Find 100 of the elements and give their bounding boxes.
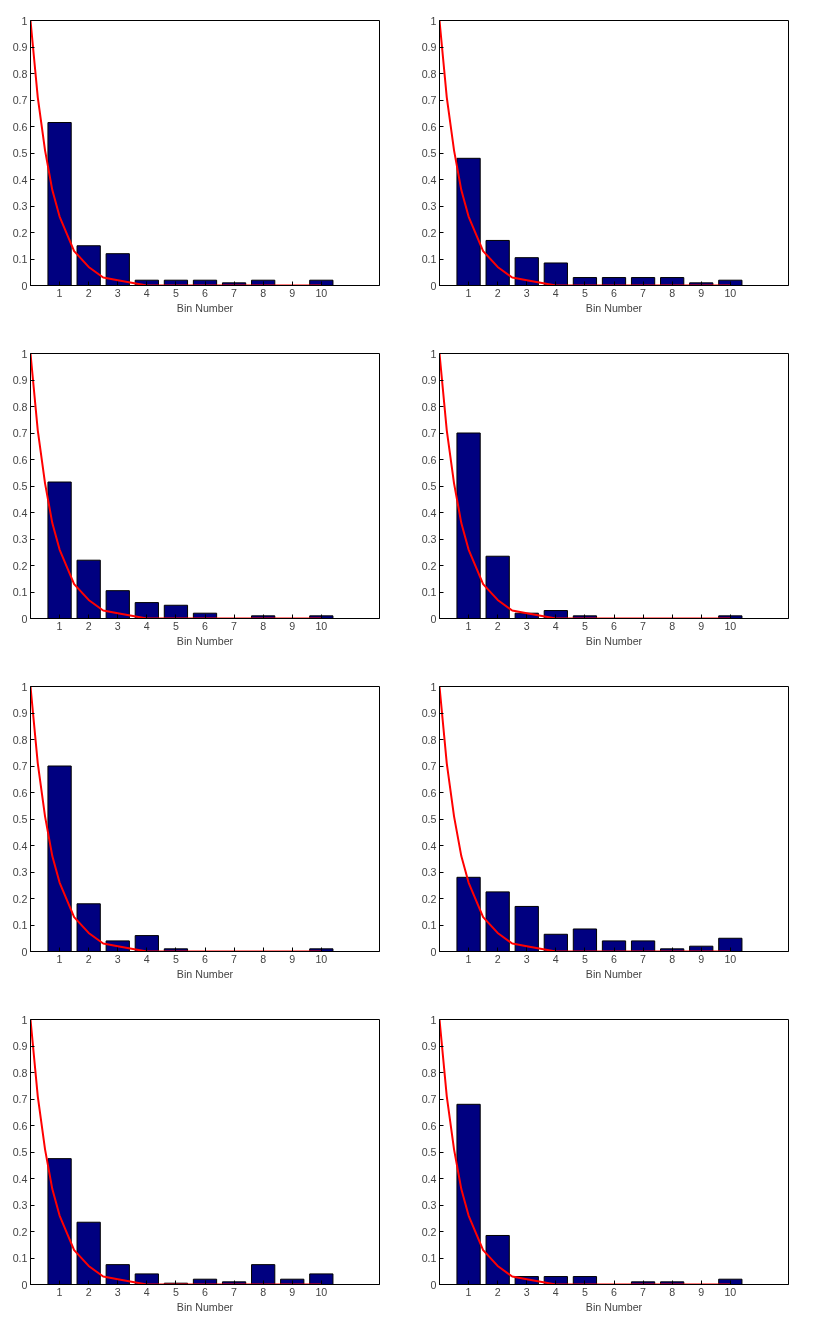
y-tick-label: 0.7: [12, 1093, 28, 1105]
x-tick-label: 10: [315, 952, 328, 965]
y-tick-label: 0.5: [12, 813, 28, 825]
y-tick-label: 0.7: [12, 427, 28, 439]
x-tick-label: 7: [231, 286, 238, 299]
y-tick-label: 0.6: [12, 786, 28, 799]
x-tick-label: 1: [465, 1285, 472, 1298]
x-tick-label: 4: [143, 619, 150, 632]
y-tick-label: 0.6: [12, 453, 28, 466]
y-tick-label: 0.4: [12, 506, 28, 519]
x-axis-title: Bin Number: [176, 301, 234, 314]
x-tick-label: 9: [698, 952, 705, 965]
x-tick-label: 6: [611, 1285, 618, 1298]
y-tick-label: 0.2: [421, 226, 437, 239]
x-tick-label: 7: [231, 1285, 238, 1298]
x-tick-label: 5: [581, 619, 588, 632]
y-tick-label: 1: [21, 14, 28, 27]
y-tick-label: 0.6: [421, 786, 437, 799]
x-tick-label: 7: [640, 619, 647, 632]
y-tick-label: 0.7: [421, 427, 437, 439]
x-axis-title: Bin Number: [585, 634, 643, 647]
x-tick-label: 6: [202, 1285, 209, 1298]
y-tick-label: 0.9: [421, 1040, 437, 1052]
y-tick-label: 0.4: [421, 839, 437, 852]
y-tick-label: 0.1: [12, 919, 28, 931]
x-tick-label: 9: [698, 619, 705, 632]
y-tick-label: 0: [430, 612, 437, 625]
y-tick-label: 0.9: [12, 41, 28, 53]
y-tick-label: 0.8: [12, 67, 28, 80]
x-axis-title: Bin Number: [585, 1300, 643, 1313]
x-tick-label: 9: [289, 952, 296, 965]
y-tick-label: 0.7: [12, 94, 28, 106]
x-tick-label: 9: [289, 619, 296, 632]
y-tick-label: 0.3: [421, 866, 437, 878]
x-tick-label: 6: [202, 619, 209, 632]
x-tick-label: 9: [289, 1285, 296, 1298]
x-tick-label: 8: [669, 286, 676, 299]
y-tick-label: 0.8: [421, 733, 437, 746]
y-tick-label: 0.1: [421, 253, 437, 265]
y-tick-label: 0.3: [421, 200, 437, 212]
y-tick-label: 0.7: [421, 1093, 437, 1105]
x-tick-label: 4: [143, 1285, 150, 1298]
y-tick-label: 0.9: [12, 374, 28, 386]
x-tick-label: 6: [611, 619, 618, 632]
x-tick-label: 2: [494, 1285, 501, 1298]
y-tick-label: 0.9: [421, 41, 437, 53]
y-tick-label: 0.3: [421, 533, 437, 545]
y-tick-label: 0.6: [12, 1119, 28, 1132]
y-tick-label: 0: [21, 1278, 28, 1291]
x-tick-label: 5: [172, 619, 179, 632]
x-tick-label: 5: [581, 286, 588, 299]
x-tick-label: 1: [56, 619, 63, 632]
y-tick-label: 0: [430, 945, 437, 958]
x-tick-label: 8: [669, 1285, 676, 1298]
y-tick-label: 0.6: [421, 1119, 437, 1132]
x-tick-label: 3: [523, 619, 530, 632]
y-tick-label: 1: [430, 14, 437, 27]
y-tick-label: 1: [21, 347, 28, 360]
x-tick-label: 5: [172, 286, 179, 299]
x-axis-title: Bin Number: [176, 634, 234, 647]
y-tick-label: 0.8: [12, 1066, 28, 1079]
y-tick-label: 0: [21, 279, 28, 292]
y-tick-label: 0.6: [421, 453, 437, 466]
x-tick-label: 10: [724, 952, 737, 965]
y-tick-label: 0: [430, 1278, 437, 1291]
x-tick-label: 1: [465, 952, 472, 965]
y-tick-label: 0: [430, 279, 437, 292]
x-axis-title: Bin Number: [176, 1300, 234, 1313]
x-tick-label: 5: [172, 952, 179, 965]
y-tick-label: 0.2: [12, 892, 28, 905]
y-tick-label: 0.9: [12, 707, 28, 719]
x-tick-label: 10: [315, 619, 328, 632]
x-tick-label: 6: [611, 952, 618, 965]
x-tick-label: 4: [143, 952, 150, 965]
x-tick-label: 8: [260, 619, 267, 632]
y-tick-label: 0.2: [12, 559, 28, 572]
x-tick-label: 10: [315, 286, 328, 299]
y-tick-label: 0.5: [12, 480, 28, 492]
y-tick-label: 0.5: [421, 480, 437, 492]
x-tick-label: 4: [143, 286, 150, 299]
x-tick-label: 1: [465, 619, 472, 632]
y-tick-label: 0.4: [421, 506, 437, 519]
y-tick-label: 0.1: [421, 1252, 437, 1264]
y-tick-label: 0.1: [421, 586, 437, 598]
y-tick-label: 0.9: [421, 707, 437, 719]
y-tick-label: 0.9: [421, 374, 437, 386]
y-tick-label: 0.3: [12, 533, 28, 545]
x-tick-label: 7: [231, 952, 238, 965]
x-tick-label: 3: [114, 952, 121, 965]
y-tick-label: 0.1: [12, 586, 28, 598]
x-tick-label: 2: [494, 619, 501, 632]
x-tick-label: 3: [114, 1285, 121, 1298]
x-tick-label: 2: [85, 1285, 92, 1298]
y-tick-label: 0.9: [12, 1040, 28, 1052]
y-tick-label: 1: [21, 1013, 28, 1026]
y-tick-label: 0.1: [12, 1252, 28, 1264]
y-tick-label: 0.2: [421, 1225, 437, 1238]
y-tick-label: 0.5: [421, 147, 437, 159]
x-tick-label: 8: [669, 619, 676, 632]
x-tick-label: 9: [698, 286, 705, 299]
